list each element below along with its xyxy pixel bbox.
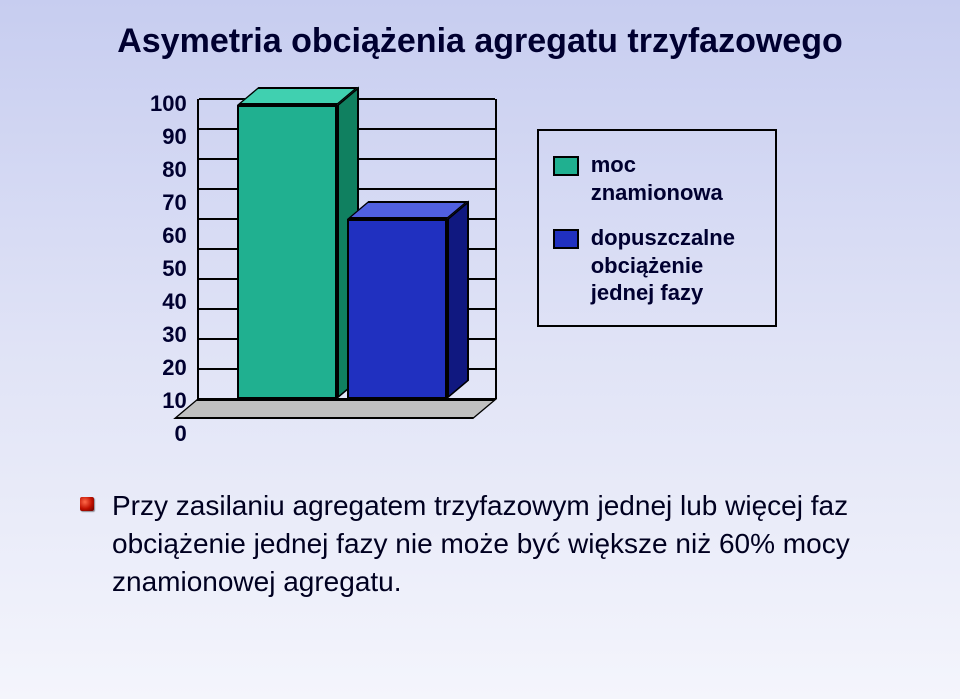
legend-swatch xyxy=(553,229,579,249)
ytick: 70 xyxy=(162,186,186,219)
page-title: Asymetria obciążenia agregatu trzyfazowe… xyxy=(40,22,920,61)
bar-front xyxy=(237,105,337,399)
slide: Asymetria obciążenia agregatu trzyfazowe… xyxy=(0,0,960,699)
bar-top xyxy=(237,87,358,105)
bar-front xyxy=(347,219,447,399)
bar-top xyxy=(347,201,468,219)
ytick: 80 xyxy=(162,153,186,186)
bar xyxy=(237,105,337,399)
legend: moc znamionowa dopuszczalne obciążenie j… xyxy=(537,129,777,327)
bar-side xyxy=(447,201,469,399)
legend-item: moc znamionowa xyxy=(553,151,757,206)
bar xyxy=(347,219,447,399)
ytick: 30 xyxy=(162,318,186,351)
plot-area xyxy=(197,99,497,399)
y-axis-ticks: 100 90 80 70 60 50 40 30 20 10 0 xyxy=(150,87,197,417)
legend-item: dopuszczalne obciążenie jednej fazy xyxy=(553,224,757,307)
bullet-marker-icon xyxy=(80,497,94,511)
body-text: Przy zasilaniu agregatem trzyfazowym jed… xyxy=(80,487,900,600)
ytick: 40 xyxy=(162,285,186,318)
ytick: 20 xyxy=(162,351,186,384)
ytick: 50 xyxy=(162,252,186,285)
ytick: 90 xyxy=(162,120,186,153)
legend-label: dopuszczalne obciążenie jednej fazy xyxy=(591,224,757,307)
bullet-item: Przy zasilaniu agregatem trzyfazowym jed… xyxy=(80,487,900,600)
ytick: 60 xyxy=(162,219,186,252)
chart-floor xyxy=(197,399,497,419)
chart-row: 100 90 80 70 60 50 40 30 20 10 0 xyxy=(150,99,920,417)
ytick: 0 xyxy=(174,417,186,450)
legend-label: moc znamionowa xyxy=(591,151,757,206)
ytick: 100 xyxy=(150,87,187,120)
bar-chart: 100 90 80 70 60 50 40 30 20 10 0 xyxy=(150,99,497,417)
bullet-text: Przy zasilaniu agregatem trzyfazowym jed… xyxy=(112,487,900,600)
legend-swatch xyxy=(553,156,579,176)
